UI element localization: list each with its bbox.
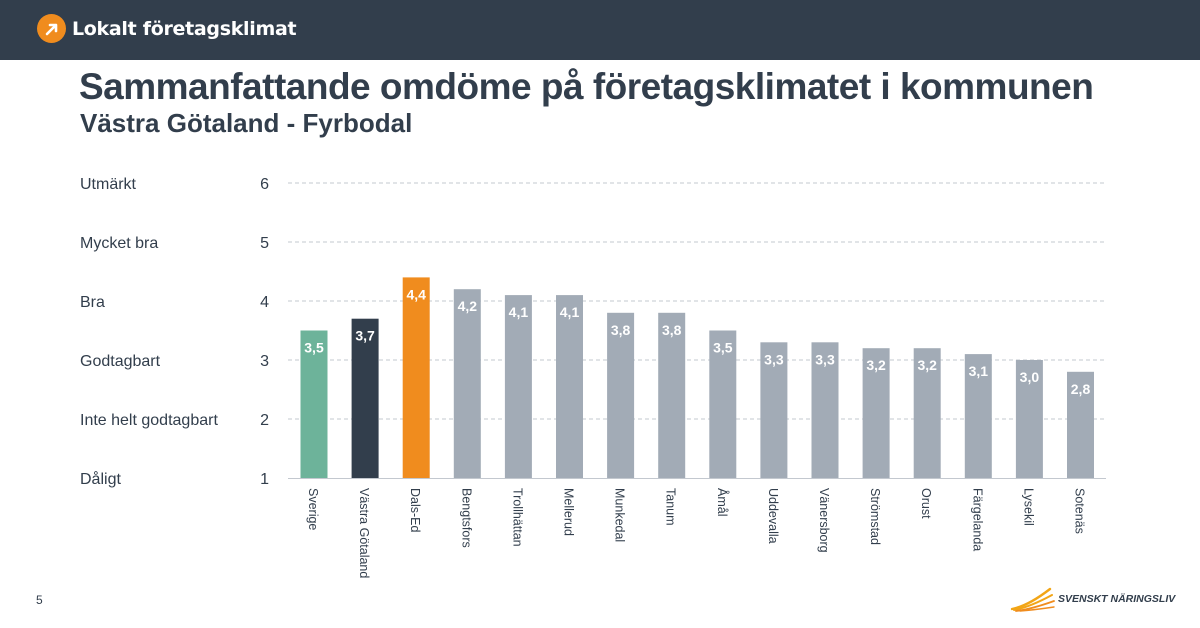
y-tick-label: 6 <box>260 176 269 193</box>
data-label: 3,1 <box>969 363 989 379</box>
bar <box>913 348 941 478</box>
data-label: 4,1 <box>509 304 529 320</box>
bar <box>504 295 532 478</box>
x-category-label: Sverige <box>306 488 320 530</box>
y-tick-label: 2 <box>260 412 269 429</box>
x-category-label: Trollhättan <box>510 488 524 547</box>
x-category-label: Västra Götaland <box>357 488 371 578</box>
logo-text: SVENSKT NÄRINGSLIV <box>1058 593 1176 605</box>
bar <box>709 330 737 478</box>
x-category-label: Åmål <box>715 488 730 516</box>
page-number: 5 <box>36 593 43 607</box>
data-label: 3,7 <box>355 328 375 344</box>
data-label: 3,2 <box>866 357 886 373</box>
svenskt-naringsliv-logo: SVENSKT NÄRINGSLIV <box>1010 586 1175 612</box>
brand-name: Lokalt företagsklimat <box>72 17 297 40</box>
y-category-label: Godtagbart <box>80 353 161 370</box>
y-tick-label: 5 <box>260 235 269 252</box>
bar <box>964 354 992 478</box>
y-category-label: Inte helt godtagbart <box>80 412 218 429</box>
x-category-label: Uddevalla <box>766 488 780 544</box>
data-label: 3,0 <box>1020 369 1040 385</box>
y-tick-label: 4 <box>260 294 269 311</box>
x-category-label: Bengtsfors <box>459 488 473 548</box>
x-category-label: Lysekil <box>1021 488 1035 526</box>
data-label: 4,1 <box>560 304 580 320</box>
bar <box>658 312 686 478</box>
data-label: 4,4 <box>406 286 426 302</box>
x-category-label: Färgelanda <box>970 488 984 551</box>
sunburst-wing-icon <box>1010 587 1055 612</box>
x-category-label: Dals-Ed <box>408 488 422 533</box>
data-label: 3,8 <box>611 322 631 338</box>
header-bar: Lokalt företagsklimat <box>0 0 1200 60</box>
bar <box>1067 371 1094 478</box>
x-category-label: Munkedal <box>613 488 627 542</box>
bar <box>453 289 481 478</box>
page-title: Sammanfattande omdöme på företagsklimate… <box>79 66 1094 107</box>
brand-logo[interactable]: Lokalt företagsklimat <box>37 14 297 43</box>
bar <box>1015 360 1043 478</box>
y-category-label: Mycket bra <box>80 235 158 252</box>
data-label: 3,2 <box>917 357 937 373</box>
y-category-label: Utmärkt <box>80 176 137 193</box>
x-category-label: Orust <box>919 488 933 519</box>
bar <box>811 342 839 478</box>
y-tick-label: 1 <box>260 471 269 488</box>
data-label: 3,8 <box>662 322 682 338</box>
data-label: 4,2 <box>458 298 478 314</box>
arrow-up-right-icon <box>37 14 66 43</box>
bar <box>607 312 635 478</box>
bar <box>556 295 583 478</box>
data-label: 2,8 <box>1071 381 1091 397</box>
bar <box>300 330 328 478</box>
bar <box>351 318 379 478</box>
y-tick-label: 3 <box>260 353 269 370</box>
x-category-label: Vänersborg <box>817 488 831 553</box>
bar <box>760 342 788 478</box>
x-category-label: Tanum <box>664 488 678 526</box>
bar <box>402 277 430 478</box>
data-label: 3,5 <box>304 340 324 356</box>
bar <box>862 348 890 478</box>
data-label: 3,3 <box>815 351 835 367</box>
y-category-label: Dåligt <box>80 470 121 488</box>
page-subtitle: Västra Götaland - Fyrbodal <box>80 108 413 138</box>
x-category-label: Mellerud <box>562 488 576 536</box>
x-category-label: Sotenäs <box>1073 488 1087 534</box>
y-category-label: Bra <box>80 294 105 311</box>
x-category-label: Strömstad <box>868 488 882 545</box>
data-label: 3,5 <box>713 340 733 356</box>
data-label: 3,3 <box>764 351 784 367</box>
